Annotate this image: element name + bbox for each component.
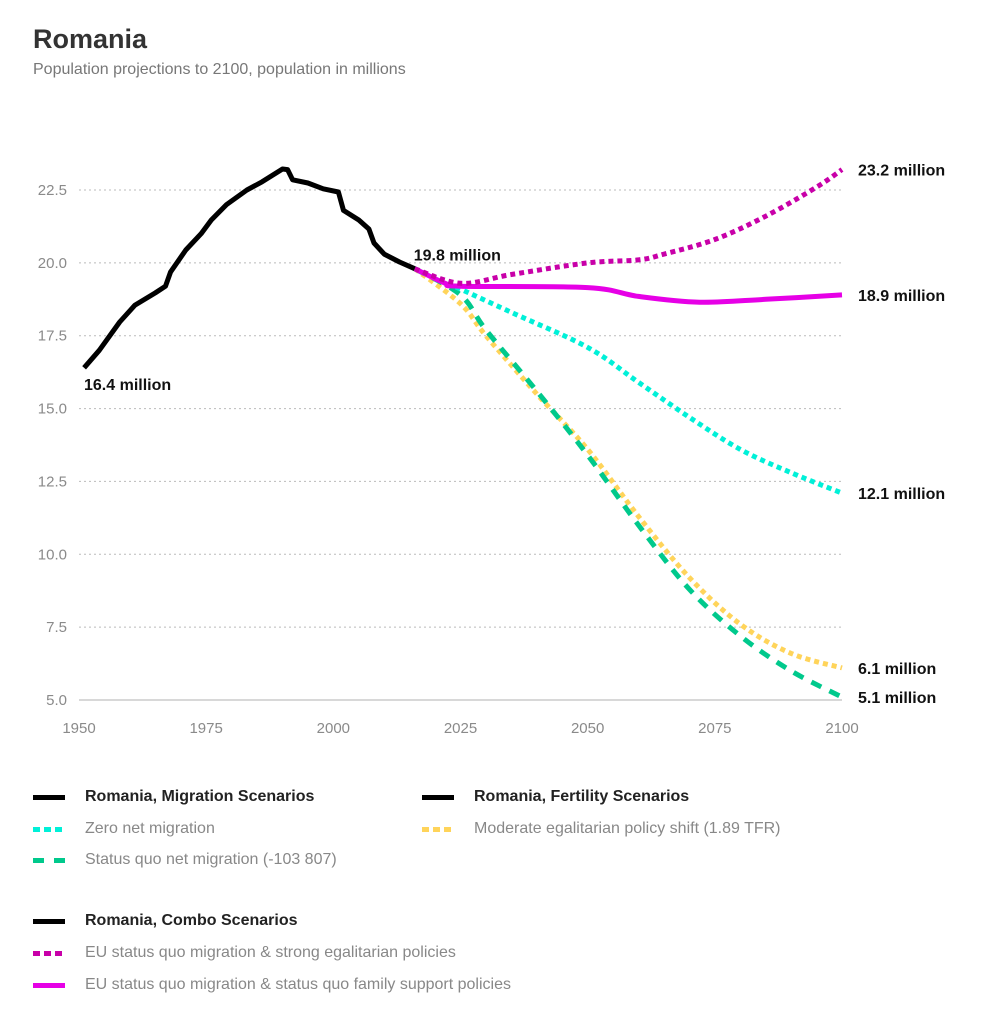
legend-swatch-solid: [33, 794, 65, 800]
legend-swatch-solid: [33, 918, 65, 924]
legend-label: EU status quo migration & status quo fam…: [85, 976, 511, 993]
x-tick-label: 1975: [189, 720, 222, 737]
y-tick-label: 22.5: [38, 182, 67, 199]
chart-title: Romania: [33, 24, 148, 54]
y-tick-label: 5.0: [46, 692, 67, 709]
x-tick-label: 2000: [317, 720, 350, 737]
y-tick-label: 17.5: [38, 328, 67, 345]
y-tick-label: 12.5: [38, 473, 67, 490]
legend-label: Moderate egalitarian policy shift (1.89 …: [474, 820, 781, 837]
y-tick-label: 15.0: [38, 401, 67, 418]
legend-label: Romania, Fertility Scenarios: [474, 788, 690, 805]
x-tick-label: 2075: [698, 720, 731, 737]
y-tick-label: 10.0: [38, 546, 67, 563]
data-label: 6.1 million: [858, 661, 936, 678]
series-line-historical: [82, 166, 416, 370]
data-label: 5.1 million: [858, 690, 936, 707]
data-label: 18.9 million: [858, 288, 945, 305]
legend-heading-fertility: Romania, Fertility Scenarios: [422, 788, 689, 806]
legend-swatch-dotted: [422, 826, 454, 832]
data-label: 23.2 million: [858, 163, 945, 180]
line-chart: 5.0 7.5 10.0 12.5 15.0 17.5 20.0 22.5 1950 1975 20…: [38, 163, 945, 737]
legend-swatch-solid: [422, 794, 454, 800]
x-tick-label: 2100: [825, 720, 858, 737]
legend-item-moderate-egalitarian: Moderate egalitarian policy shift (1.89 …: [422, 820, 781, 838]
legend-label: Status quo net migration (-103 807): [85, 851, 337, 868]
data-label: 16.4 million: [84, 377, 171, 394]
legend-item-family-support: EU status quo migration & status quo fam…: [33, 976, 511, 994]
legend-swatch-solid: [33, 982, 65, 988]
x-tick-label: 2050: [571, 720, 604, 737]
y-tick-label: 20.0: [38, 255, 67, 272]
legend-heading-combo: Romania, Combo Scenarios: [33, 912, 298, 930]
data-label: 12.1 million: [858, 486, 945, 503]
legend-heading-migration: Romania, Migration Scenarios: [33, 788, 314, 806]
series-line-eu-status-quo-migration-strong-egalitarian-policies: [413, 167, 844, 286]
x-tick-label: 2025: [444, 720, 477, 737]
legend-item-strong-egalitarian: EU status quo migration & strong egalita…: [33, 944, 456, 962]
series-line-status-quo-net-migration-103-807: [413, 266, 844, 700]
legend-label: Romania, Migration Scenarios: [85, 788, 315, 805]
series-line-eu-status-quo-migration-status-quo-family-support-policies: [413, 266, 843, 305]
legend-item-status-quo-migration: Status quo net migration (-103 807): [33, 851, 337, 869]
data-label: 19.8 million: [414, 248, 501, 265]
legend-label: Zero net migration: [85, 820, 215, 837]
x-tick-label: 1950: [62, 720, 95, 737]
series-line-zero-net-migration: [413, 266, 843, 496]
legend-swatch-dotted: [33, 826, 65, 832]
y-tick-label: 7.5: [46, 619, 67, 636]
chart-subtitle: Population projections to 2100, populati…: [33, 61, 406, 78]
legend-swatch-dotted: [33, 950, 65, 956]
series-line-moderate-egalitarian-policy-shift-1-89-tfr: [413, 266, 843, 671]
legend-label: Romania, Combo Scenarios: [85, 912, 298, 929]
legend-swatch-dashed: [33, 857, 65, 863]
legend-item-zero-net-migration: Zero net migration: [33, 820, 215, 838]
legend-label: EU status quo migration & strong egalita…: [85, 944, 456, 961]
